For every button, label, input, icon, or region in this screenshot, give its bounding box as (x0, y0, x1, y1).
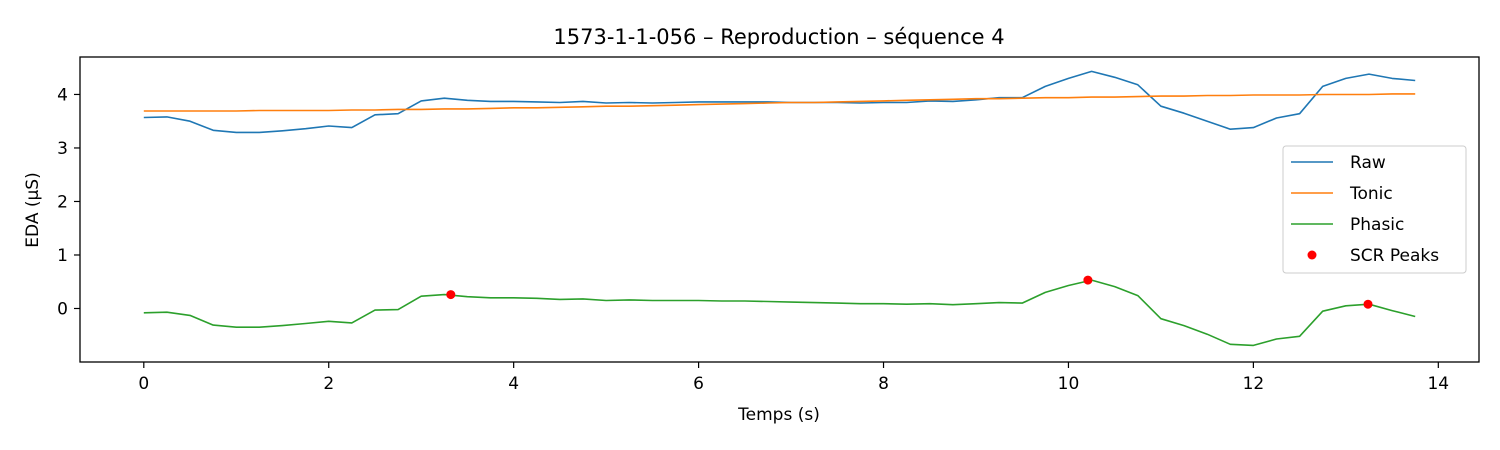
y-tick-label: 0 (57, 299, 68, 319)
x-tick-label: 2 (323, 374, 334, 394)
x-tick-label: 10 (1058, 374, 1080, 394)
y-axis-ticks: 0 1 2 3 4 (57, 85, 80, 319)
y-tick-label: 1 (57, 246, 68, 266)
y-tick-label: 3 (57, 139, 68, 159)
y-tick-label: 2 (57, 192, 68, 212)
scr-peak-point (1083, 275, 1093, 285)
scr-peak-point (1363, 299, 1373, 309)
legend-box (1282, 145, 1467, 274)
x-tick-label: 6 (693, 374, 704, 394)
series-line-phasic (143, 279, 1416, 347)
legend: Raw Tonic Phasic SCR Peaks (1282, 145, 1467, 274)
legend-label-raw: Raw (1350, 153, 1386, 173)
x-tick-label: 14 (1427, 374, 1449, 394)
x-tick-label: 8 (878, 374, 889, 394)
y-axis-label: EDA (µS) (23, 172, 43, 247)
x-tick-label: 12 (1243, 374, 1265, 394)
x-axis-ticks: 0 2 4 6 8 10 12 14 (138, 362, 1449, 394)
x-tick-label: 0 (138, 374, 149, 394)
legend-label-phasic: Phasic (1350, 215, 1404, 235)
legend-label-scr-peaks: SCR Peaks (1350, 246, 1439, 266)
axes-frame (79, 56, 1480, 363)
x-axis-label: Temps (s) (737, 405, 820, 425)
series-line-tonic (143, 93, 1416, 112)
legend-label-tonic: Tonic (1349, 184, 1393, 204)
plot-area (143, 70, 1416, 347)
scr-peak-point (446, 290, 456, 300)
y-tick-label: 4 (57, 85, 68, 105)
chart-title: 1573-1-1-056 – Reproduction – séquence 4 (553, 25, 1004, 49)
legend-swatch-scr-peaks (1307, 250, 1317, 260)
x-tick-label: 4 (508, 374, 519, 394)
